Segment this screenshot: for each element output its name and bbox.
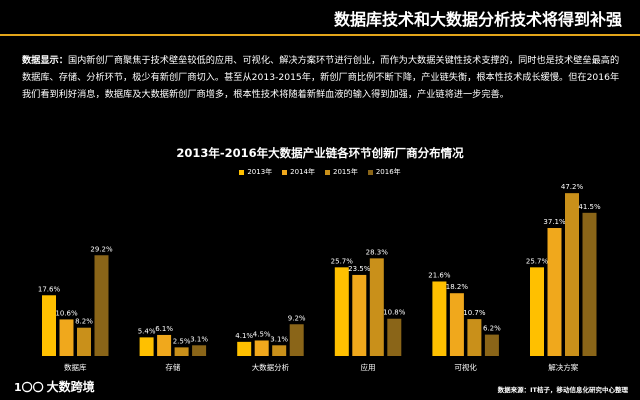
bar (547, 228, 562, 356)
data-label: 5.4% (138, 327, 156, 335)
data-label: 28.3% (366, 248, 389, 256)
bar (432, 281, 447, 356)
bar (94, 255, 109, 356)
data-label: 21.6% (428, 271, 451, 279)
bar (272, 345, 287, 356)
legend-label: 2015年 (333, 168, 358, 176)
bar (174, 347, 189, 356)
logo-mark: 1〇〇 (14, 380, 44, 394)
intro-paragraph: 数据显示：国内新创厂商聚焦于技术壁垒较低的应用、可视化、解决方案环节进行创业，而… (22, 52, 620, 103)
data-label: 10.7% (463, 309, 486, 317)
bar (237, 341, 252, 356)
category-label: 存储 (165, 362, 180, 372)
data-label: 17.6% (38, 285, 61, 293)
bar (352, 274, 367, 356)
bar (139, 337, 154, 356)
bar (59, 319, 74, 356)
slide-title: 数据库技术和大数据分析技术将得到补强 (333, 10, 622, 29)
chart-legend: 2013年 2014年 2015年 2016年 (0, 167, 640, 177)
bar (530, 267, 544, 356)
category-label: 大数据分析 (252, 362, 290, 372)
bar (42, 295, 56, 356)
legend-swatch (325, 169, 330, 175)
bar (387, 318, 402, 356)
data-label: 4.1% (235, 332, 253, 340)
legend-label: 2013年 (247, 168, 273, 176)
bar (369, 258, 384, 356)
data-label: 18.2% (446, 283, 469, 291)
bar (334, 267, 349, 356)
intro-text: 国内新创厂商聚焦于技术壁垒较低的应用、可视化、解决方案环节进行创业，而作为大数据… (22, 55, 620, 100)
chart-title: 2013年-2016年大数据产业链各环节创新厂商分布情况 (176, 146, 464, 160)
category-label: 可视化 (454, 362, 477, 372)
intro-lead: 数据显示： (22, 55, 68, 66)
logo-text: 大数跨境 (46, 380, 95, 394)
bar (449, 293, 464, 356)
legend-label: 2014年 (290, 168, 315, 176)
data-label: 29.2% (90, 245, 113, 253)
data-label: 6.1% (155, 325, 173, 333)
bar (192, 345, 207, 356)
data-label: 37.1% (543, 218, 566, 226)
legend-swatch (367, 169, 373, 175)
legend-item: 2015年 (325, 167, 358, 177)
category-label: 应用 (361, 362, 376, 372)
data-label: 25.7% (331, 257, 354, 265)
data-label: 3.1% (270, 335, 288, 343)
category-label: 数据库 (64, 362, 87, 372)
bar (565, 193, 579, 356)
bar (289, 324, 304, 356)
category-label: 解决方案 (548, 362, 578, 372)
data-label: 4.5% (253, 330, 271, 338)
bar (77, 327, 91, 356)
data-label: 6.2% (483, 325, 501, 333)
data-label: 47.2% (561, 183, 584, 191)
footer-logo: 1〇〇 大数跨境 (14, 378, 95, 395)
data-label: 41.5% (578, 203, 601, 211)
legend-item: 2014年 (282, 167, 315, 177)
data-label: 25.7% (526, 257, 549, 265)
data-label: 2.5% (173, 337, 191, 345)
bar (157, 334, 172, 356)
bar (484, 334, 499, 356)
data-label: 23.5% (348, 265, 371, 273)
data-label: 10.6% (55, 309, 78, 317)
data-label: 3.1% (190, 335, 208, 343)
legend-swatch (239, 169, 245, 175)
legend-label: 2016年 (375, 168, 401, 176)
header-bar (0, 0, 640, 30)
legend-item: 2013年 (239, 167, 272, 177)
bar (254, 340, 269, 356)
legend-swatch (282, 169, 288, 175)
data-label: 8.2% (75, 318, 93, 326)
bar (467, 319, 482, 356)
data-label: 9.2% (288, 314, 306, 322)
title-rule (0, 34, 640, 36)
bar (582, 212, 597, 356)
data-source: 数据来源：IT桔子，移动信息化研究中心整理 (497, 386, 628, 394)
legend-item: 2016年 (367, 167, 401, 177)
data-label: 10.8% (383, 309, 406, 317)
